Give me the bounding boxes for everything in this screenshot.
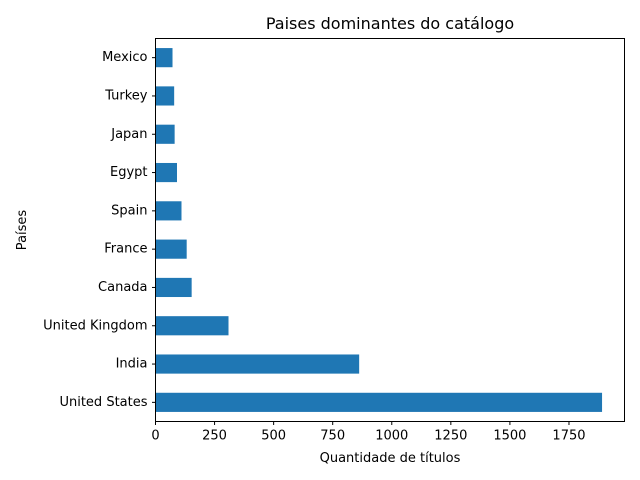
x-tick-label: 1750 [552,429,585,444]
bar-spain [155,201,182,221]
bar-united-kingdom [155,316,229,336]
x-tick-label: 500 [261,429,286,444]
bar-mexico [155,48,173,68]
bars-group [155,48,603,412]
bar-india [155,354,360,374]
y-tick-label-spain: Spain [111,203,147,218]
y-tick-label-united-states: United States [59,395,147,410]
bar-egypt [155,162,178,183]
bar-canada [155,277,192,298]
chart-title: Paises dominantes do catálogo [266,14,514,33]
bar-france [155,239,187,259]
x-tick-label: 1250 [434,429,467,444]
x-tick-label: 750 [320,429,345,444]
y-tick-label-egypt: Egypt [110,165,148,180]
y-tick-label-france: France [104,242,147,257]
x-tick-label: 250 [202,429,227,444]
y-tick-label-india: India [116,357,148,372]
x-axis-ticks: 0 250 500 750 1000 1250 1500 1750 [151,421,586,444]
x-tick-label: 1500 [493,429,526,444]
y-tick-label-turkey: Turkey [104,88,148,103]
x-axis-title: Quantidade de títulos [320,451,461,466]
y-axis-ticks: United States India United Kingdom Canada Fr… [43,50,156,410]
plot-frame [155,38,625,422]
y-axis-title: Países [15,210,30,251]
y-tick-label-united-kingdom: United Kingdom [43,318,147,333]
bar-united-states [155,392,603,412]
y-tick-label-mexico: Mexico [102,50,147,65]
x-tick-label: 1000 [375,429,408,444]
y-tick-label-canada: Canada [98,280,147,295]
x-tick-label: 0 [151,429,159,444]
y-tick-label-japan: Japan [110,127,147,142]
bar-japan [155,124,175,144]
bar-turkey [155,86,175,106]
